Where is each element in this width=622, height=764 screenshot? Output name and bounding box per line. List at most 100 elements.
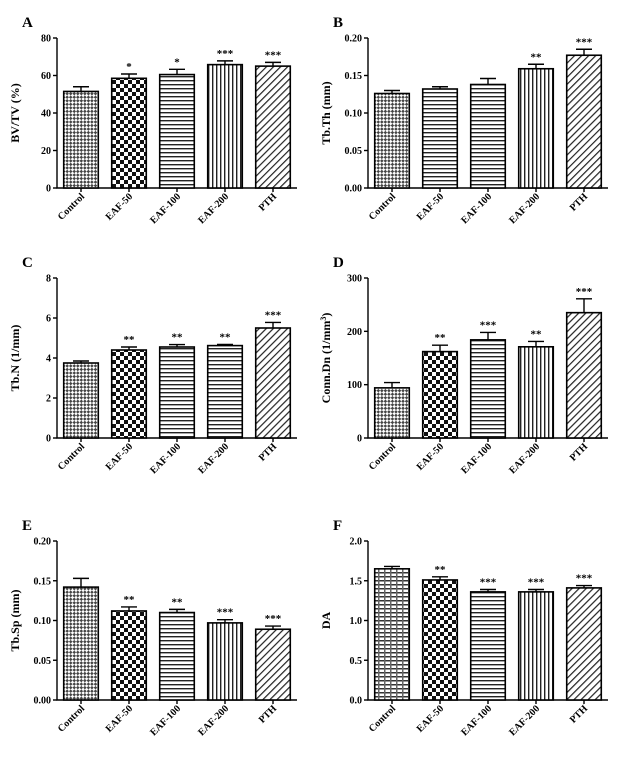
- error-bar: [217, 343, 233, 346]
- x-tick-label: EAF-100: [459, 441, 494, 476]
- bar: [565, 311, 603, 439]
- x-tick-label: EAF-50: [104, 703, 135, 734]
- error-bar: [217, 60, 233, 65]
- bar: [62, 362, 100, 439]
- bar: [565, 587, 603, 701]
- y-tick-label: 0.20: [34, 537, 52, 548]
- y-axis-label-text: Tb.N (1/mm): [8, 325, 22, 392]
- x-tick-label: EAF-50: [104, 441, 135, 472]
- bar: [206, 344, 244, 439]
- bar: [421, 350, 459, 439]
- bar: [373, 92, 411, 189]
- y-tick-label: 6: [46, 314, 51, 325]
- x-tick-label: EAF-100: [148, 441, 183, 476]
- y-axis-label: Tb.Th (mm): [319, 81, 333, 144]
- y-axis-label-end: ): [319, 313, 333, 317]
- y-tick-label: 300: [347, 274, 362, 285]
- significance-label: **: [435, 332, 447, 344]
- significance-label: **: [531, 51, 543, 63]
- x-tick-label: PTH: [568, 441, 590, 463]
- significance-label: ***: [480, 576, 497, 588]
- bar: [373, 568, 411, 701]
- y-axis-label-text: Tb.Th (mm): [319, 81, 333, 144]
- error-bar: [528, 340, 544, 347]
- y-tick-label: 60: [41, 71, 51, 82]
- y-axis-label-text: Conn.Dn (1/mm: [319, 321, 333, 404]
- bar: [469, 83, 507, 189]
- y-tick-label: 100: [347, 380, 362, 391]
- bar: [110, 610, 148, 701]
- error-bar: [576, 298, 592, 313]
- panel-c: C 0 2 4 6 8 Tb.N (1/mm) Control ** EAF-50 ** EAF-10…: [8, 255, 297, 476]
- error-bar: [73, 360, 89, 363]
- bar: [254, 327, 292, 439]
- bar: [517, 67, 555, 189]
- x-tick-label: EAF-200: [196, 703, 231, 738]
- y-tick-label: 0.00: [34, 696, 52, 707]
- error-bar: [121, 346, 137, 350]
- x-tick-label: EAF-200: [507, 703, 542, 738]
- error-bar: [384, 565, 400, 569]
- error-bar: [265, 321, 281, 328]
- y-tick-label: 40: [41, 109, 51, 120]
- significance-label: ***: [576, 573, 593, 585]
- y-tick-label: 2.0: [350, 537, 363, 548]
- error-bar: [169, 68, 185, 75]
- panel-f: F 0.0 0.5 1.0 1.5 2.0 DA Control ** EAF-50 *** EAF-…: [319, 518, 608, 738]
- error-bar: [384, 89, 400, 94]
- x-tick-label: EAF-50: [415, 441, 446, 472]
- significance-label: **: [124, 334, 136, 346]
- y-tick-label: 0.15: [34, 576, 52, 587]
- y-tick-label: 0.5: [350, 656, 363, 667]
- error-bar: [265, 61, 281, 67]
- error-bar: [480, 77, 496, 85]
- x-tick-label: Control: [367, 703, 398, 734]
- error-bar: [432, 86, 448, 89]
- significance-label: ***: [576, 286, 593, 298]
- bar: [158, 611, 196, 701]
- x-tick-label: EAF-50: [415, 703, 446, 734]
- panel-letter: E: [22, 518, 32, 534]
- x-tick-label: PTH: [568, 703, 590, 725]
- y-axis-label: Tb.Sp (mm): [8, 589, 22, 651]
- x-tick-label: EAF-100: [459, 191, 494, 226]
- y-tick-label: 0.10: [345, 109, 363, 120]
- x-tick-label: EAF-50: [104, 191, 135, 222]
- panel-letter: D: [333, 255, 344, 271]
- bar: [373, 387, 411, 439]
- error-bar: [169, 608, 185, 613]
- x-tick-label: EAF-200: [507, 441, 542, 476]
- y-tick-label: 80: [41, 34, 51, 45]
- error-bar: [528, 588, 544, 592]
- y-axis-label: DA: [319, 612, 333, 630]
- y-axis-label-sup: 3: [319, 317, 328, 321]
- significance-label: **: [172, 332, 184, 344]
- y-tick-label: 0.15: [345, 71, 363, 82]
- bar: [158, 73, 196, 189]
- y-axis-label-text: DA: [319, 612, 333, 630]
- bar: [469, 591, 507, 701]
- bar: [421, 579, 459, 701]
- bar: [62, 586, 100, 701]
- bar: [517, 345, 555, 439]
- x-tick-label: Control: [56, 191, 87, 222]
- panel-b: B 0.00 0.05 0.10 0.15 0.20 Tb.Th (mm) Control EA…: [319, 15, 608, 226]
- y-tick-label: 0.0: [350, 696, 363, 707]
- error-bar: [121, 73, 137, 79]
- significance-label: ***: [265, 613, 282, 625]
- y-tick-label: 0.05: [34, 656, 52, 667]
- x-tick-label: EAF-100: [148, 703, 183, 738]
- x-tick-label: PTH: [257, 191, 279, 213]
- x-tick-label: EAF-200: [196, 191, 231, 226]
- x-tick-label: Control: [56, 703, 87, 734]
- error-bar: [121, 606, 137, 611]
- y-tick-label: 0.00: [345, 184, 363, 195]
- bar: [206, 622, 244, 701]
- x-tick-label: EAF-50: [415, 191, 446, 222]
- panel-letter: C: [22, 255, 33, 271]
- y-tick-label: 1.0: [350, 616, 363, 627]
- x-tick-label: Control: [367, 191, 398, 222]
- significance-label: **: [435, 564, 447, 576]
- error-bar: [480, 588, 496, 592]
